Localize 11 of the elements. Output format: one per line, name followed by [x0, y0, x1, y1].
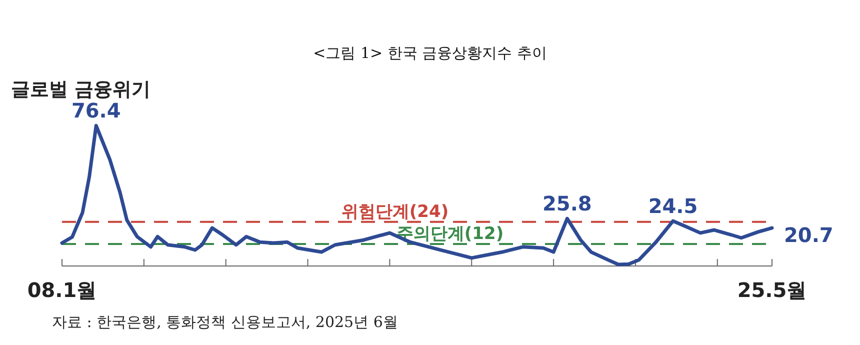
chart-title: <그림 1> 한국 금융상황지수 추이	[313, 44, 547, 62]
ref-line-label: 위험단계(24)	[341, 202, 449, 222]
data-label: 20.7	[784, 222, 834, 247]
data-label: 24.5	[648, 194, 698, 218]
data-label: 25.8	[542, 192, 592, 216]
annotation: 글로벌 금융위기	[11, 78, 151, 101]
x-tick-label: 08.1월	[27, 278, 97, 302]
ref-line-label: 주의단계(12)	[396, 224, 504, 244]
x-tick-label: 25.5월	[737, 278, 807, 302]
text: 자료 : 한국은행, 통화정책 신용보고서, 2025년 6월	[52, 313, 398, 331]
data-label: 76.4	[71, 98, 121, 123]
